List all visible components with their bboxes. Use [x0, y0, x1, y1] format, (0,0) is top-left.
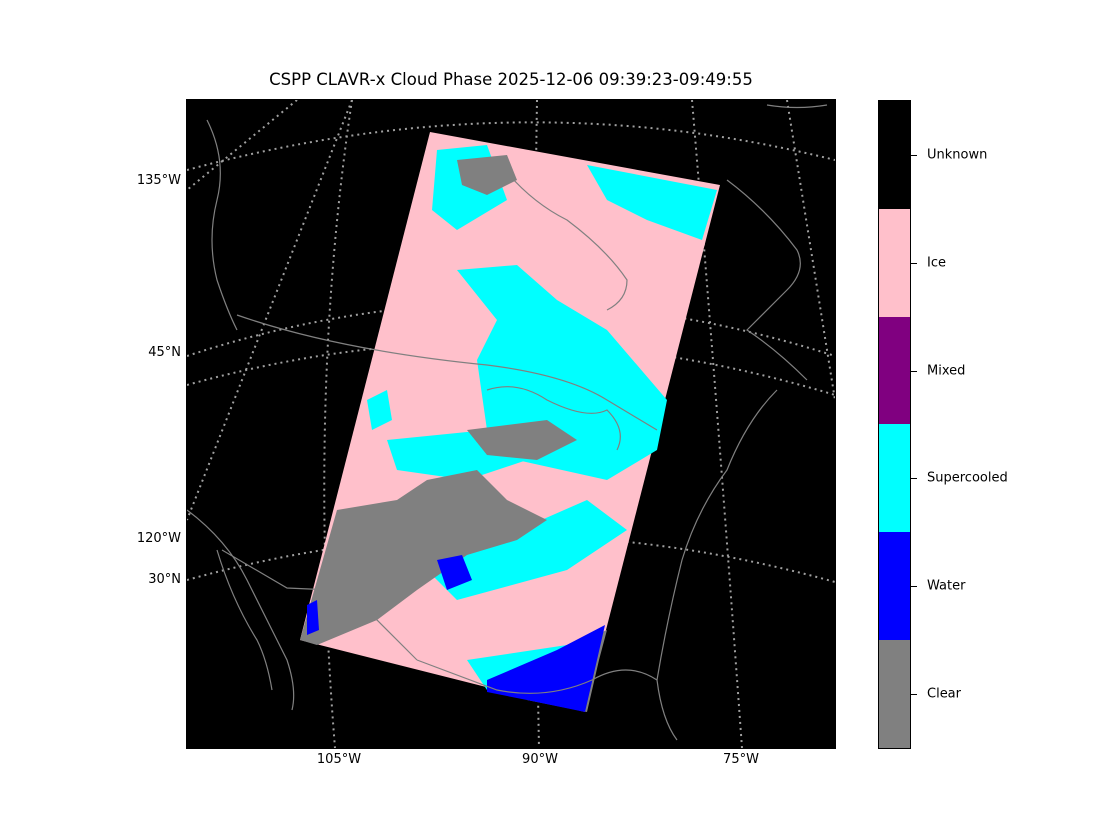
baja-coast [216, 549, 273, 691]
lat-label-45n: 45°N [148, 345, 181, 360]
great-lakes [486, 386, 621, 451]
colorbar-label-unknown: Unknown [927, 147, 988, 163]
map-canvas [187, 100, 835, 748]
supercooled-west [367, 390, 392, 430]
colorbar-tick [911, 155, 917, 156]
clear-north-specks [457, 155, 517, 195]
west-coast [187, 509, 295, 711]
colorbar-segment-water [879, 532, 910, 641]
meridian-60w [786, 100, 835, 401]
colorbar-tick [911, 478, 917, 479]
lat-label-120w: 120°W [136, 531, 181, 546]
lon-label-75w: 75°W [723, 752, 759, 767]
water-texas [437, 555, 472, 590]
colorbar-label-clear: Clear [927, 686, 961, 702]
clear-sw [300, 470, 547, 645]
colorbar-segment-clear [879, 640, 910, 748]
water-gulf [487, 625, 605, 712]
east-coast [656, 389, 778, 681]
arctic-coast [206, 119, 238, 331]
water-west [307, 600, 319, 635]
lat-label-135w: 135°W [136, 173, 181, 188]
colorbar-tick [911, 263, 917, 264]
colorbar-segment-supercooled [879, 424, 910, 533]
colorbar-label-supercooled: Supercooled [927, 470, 1008, 486]
colorbar-segment-ice [879, 208, 910, 317]
lon-label-105w: 105°W [316, 752, 362, 767]
coastlines [187, 104, 828, 741]
colorbar-segment-mixed [879, 316, 910, 425]
colorbar-tick [911, 586, 917, 587]
colorbar-label-ice: Ice [927, 255, 946, 271]
satellite-swath [300, 132, 720, 712]
us-canada-border [236, 314, 658, 431]
us-mexico-border [221, 549, 418, 661]
cloud-phase-colorbar [878, 100, 911, 749]
meridian-135w [187, 100, 298, 191]
colorbar-tick [911, 371, 917, 372]
supercooled-band [427, 500, 627, 600]
water-regions [307, 555, 605, 712]
colorbar-tick [911, 694, 917, 695]
lat-label-30n: 30°N [148, 572, 181, 587]
canada-east-coast [726, 179, 808, 381]
gulf-coast [416, 659, 658, 694]
arctic-islands [766, 104, 828, 109]
supercooled-ne [587, 165, 717, 240]
parallel-55n [187, 121, 835, 171]
cloud-phase-map[interactable] [186, 99, 836, 749]
colorbar-label-water: Water [927, 578, 966, 594]
colorbar-label-mixed: Mixed [927, 363, 966, 379]
map-title: CSPP CLAVR-x Cloud Phase 2025-12-06 09:3… [269, 70, 753, 89]
hudson-bay [496, 159, 628, 311]
colorbar-segment-unknown [879, 101, 910, 209]
florida [656, 679, 678, 741]
meridian-105w [323, 100, 353, 748]
clear-mid [467, 420, 577, 460]
lon-label-90w: 90°W [522, 752, 558, 767]
